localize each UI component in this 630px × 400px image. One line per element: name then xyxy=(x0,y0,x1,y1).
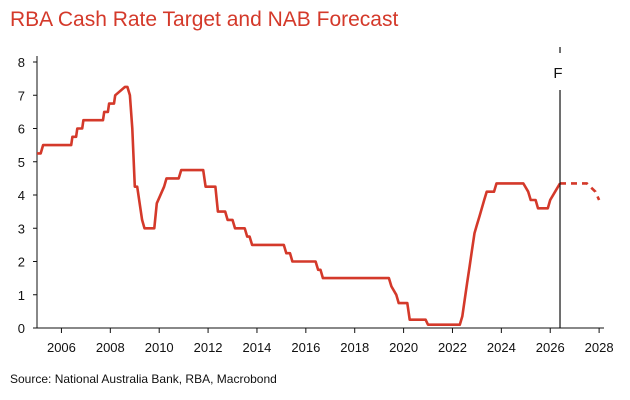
chart-title: RBA Cash Rate Target and NAB Forecast xyxy=(10,8,399,31)
x-tick-label: 2020 xyxy=(389,340,418,355)
cash-rate-line xyxy=(37,85,562,327)
axes: 0 1 2 3 4 5 6 7 8 2006 2008 2010 2012 2014 2016 2018 202… xyxy=(18,55,614,355)
y-tick-label: 2 xyxy=(18,255,25,270)
x-tick-label: 2014 xyxy=(242,340,271,355)
x-tick-label: 2016 xyxy=(291,340,320,355)
x-tick-label: 2028 xyxy=(585,340,614,355)
x-tick-label: 2006 xyxy=(47,340,76,355)
x-tick-label: 2010 xyxy=(145,340,174,355)
forecast-label: F xyxy=(553,65,562,82)
y-tick-label: 3 xyxy=(18,221,25,236)
x-tick-label: 2026 xyxy=(536,340,565,355)
y-tick-label: 5 xyxy=(18,155,25,170)
y-tick-label: 6 xyxy=(18,122,25,137)
y-tick-label: 8 xyxy=(18,55,25,70)
series-layer xyxy=(37,85,601,327)
y-tick-label: 4 xyxy=(18,188,25,203)
annotation-layer: F xyxy=(553,47,563,328)
source-note: Source: National Australia Bank, RBA, Ma… xyxy=(10,372,277,386)
x-tick-label: 2018 xyxy=(340,340,369,355)
y-tick-label: 0 xyxy=(18,321,25,336)
forecast-line xyxy=(560,182,601,201)
y-tick-label: 1 xyxy=(18,288,25,303)
x-tick-label: 2012 xyxy=(194,340,223,355)
x-tick-label: 2022 xyxy=(438,340,467,355)
y-tick-label: 7 xyxy=(18,88,25,103)
x-tick-label: 2024 xyxy=(487,340,516,355)
x-tick-label: 2008 xyxy=(96,340,125,355)
